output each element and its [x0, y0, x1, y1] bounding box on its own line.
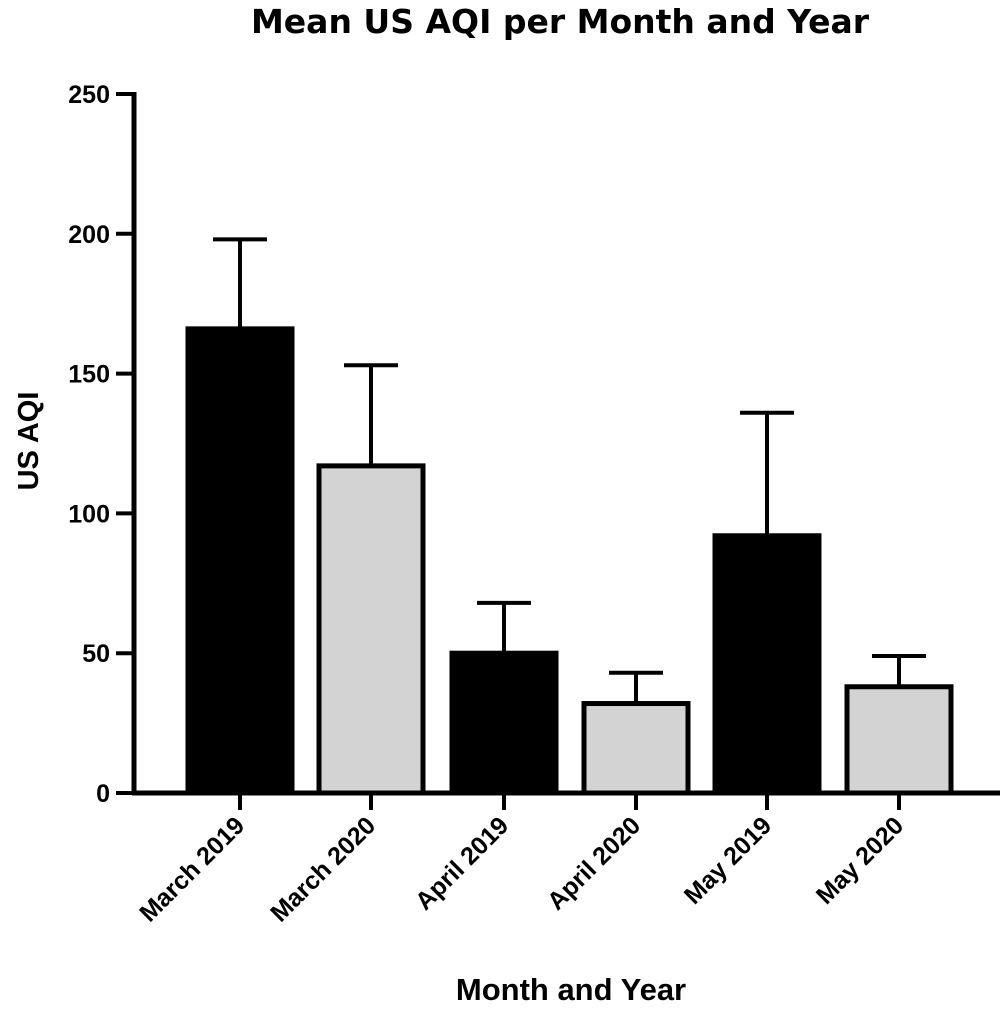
- bar: [316, 463, 426, 796]
- x-tick-label: March 2019: [134, 811, 250, 927]
- bar: [185, 326, 295, 796]
- x-tick-label: April 2019: [410, 811, 514, 915]
- bar: [712, 533, 822, 796]
- bar: [581, 701, 691, 796]
- x-tick-label: March 2020: [265, 811, 381, 927]
- error-bars-layer: [213, 237, 926, 704]
- x-tick-label: May 2020: [811, 811, 909, 909]
- y-tick-label: 250: [68, 81, 110, 109]
- y-axis-title: US AQI: [13, 392, 45, 491]
- y-tick-label: 0: [96, 780, 110, 808]
- y-tick-label: 200: [68, 221, 110, 249]
- bars-layer: [185, 326, 954, 796]
- axes-layer: [116, 92, 1000, 810]
- bar: [449, 650, 559, 796]
- x-tick-label: May 2019: [679, 811, 777, 909]
- x-axis-title: Month and Year: [456, 972, 686, 1007]
- bar: [844, 684, 954, 796]
- y-tick-label: 50: [82, 640, 110, 668]
- y-tick-label: 150: [68, 361, 110, 389]
- x-tick-label: April 2020: [542, 811, 646, 915]
- chart-title: Mean US AQI per Month and Year: [250, 2, 870, 41]
- y-tick-label: 100: [68, 500, 110, 528]
